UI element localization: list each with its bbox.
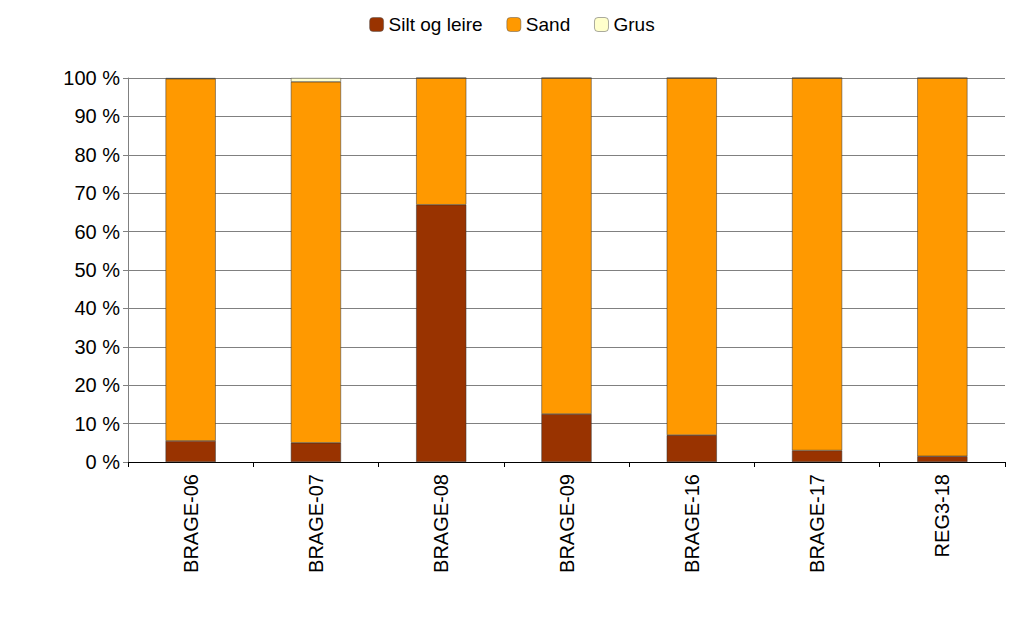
svg-text:60 %: 60 % — [74, 221, 120, 243]
svg-text:10 %: 10 % — [74, 413, 120, 435]
svg-text:70 %: 70 % — [74, 182, 120, 204]
svg-text:30 %: 30 % — [74, 336, 120, 358]
svg-text:20 %: 20 % — [74, 374, 120, 396]
svg-text:REG3-18: REG3-18 — [931, 474, 953, 557]
svg-text:Silt og leire: Silt og leire — [389, 14, 483, 35]
svg-text:BRAGE-07: BRAGE-07 — [305, 474, 327, 573]
svg-text:100 %: 100 % — [63, 67, 120, 89]
svg-text:BRAGE-17: BRAGE-17 — [806, 474, 828, 573]
svg-text:BRAGE-08: BRAGE-08 — [430, 474, 452, 573]
svg-text:0 %: 0 % — [86, 451, 121, 473]
svg-text:Grus: Grus — [613, 14, 654, 35]
svg-text:Sand: Sand — [526, 14, 570, 35]
svg-text:40 %: 40 % — [74, 297, 120, 319]
svg-text:BRAGE-16: BRAGE-16 — [681, 474, 703, 573]
svg-text:BRAGE-06: BRAGE-06 — [180, 474, 202, 573]
svg-text:90 %: 90 % — [74, 105, 120, 127]
svg-text:80 %: 80 % — [74, 144, 120, 166]
svg-text:50 %: 50 % — [74, 259, 120, 281]
svg-text:BRAGE-09: BRAGE-09 — [556, 474, 578, 573]
